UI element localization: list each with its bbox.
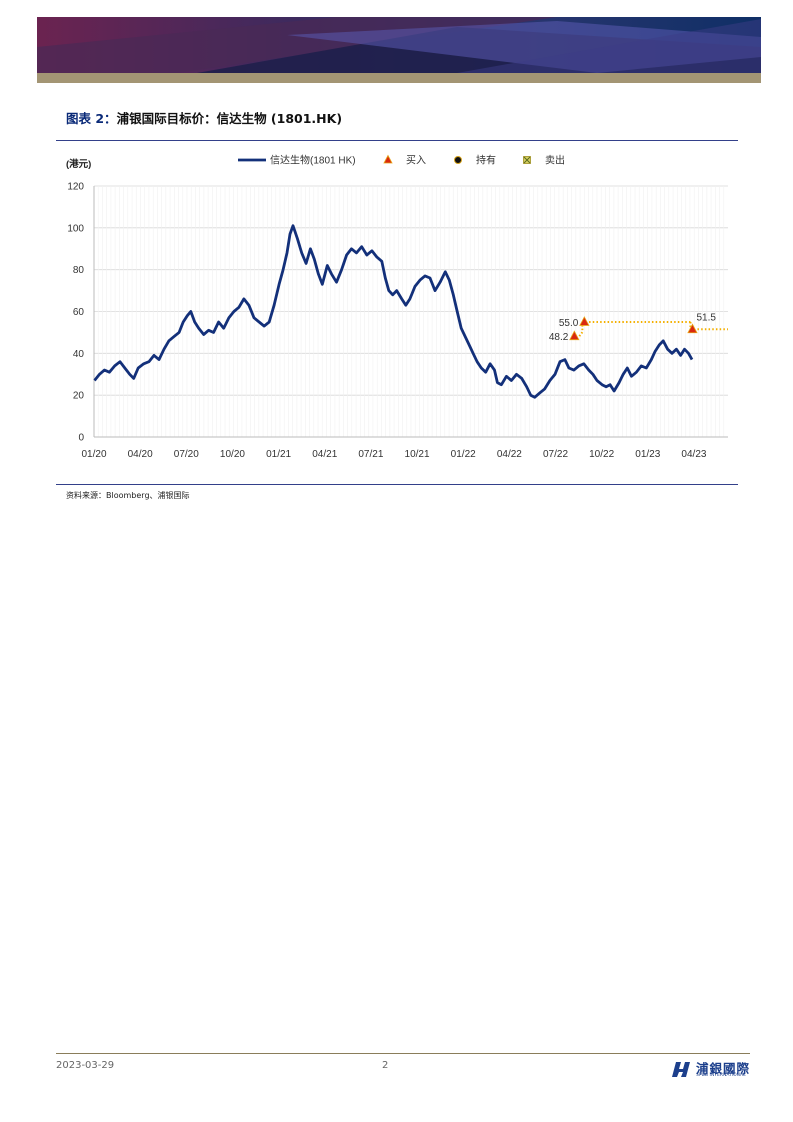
y-tick-label: 0 <box>78 433 84 444</box>
x-tick-label: 04/20 <box>128 449 153 460</box>
y-tick-label: 60 <box>73 307 85 318</box>
source-note: 资料来源：Bloomberg、浦银国际 <box>66 491 190 500</box>
title-rule <box>56 140 738 141</box>
x-tick-label: 01/23 <box>635 449 660 460</box>
x-tick-label: 07/20 <box>174 449 199 460</box>
header-banner <box>37 17 761 83</box>
series-line <box>93 224 694 399</box>
y-tick-label: 20 <box>73 391 85 402</box>
logo-text-cn: 浦銀國際 <box>696 1061 751 1076</box>
y-axis-label: (港元) <box>66 158 91 170</box>
logo-text-en: SPDB INTERNATIONAL <box>696 1073 746 1078</box>
logo-mark-icon <box>672 1062 690 1077</box>
y-tick-label: 100 <box>67 223 84 234</box>
x-tick-label: 10/20 <box>220 449 245 460</box>
x-tick-label: 01/22 <box>451 449 476 460</box>
page-number: 2 <box>382 1060 389 1071</box>
price-chart-svg: 0 20 40 60 80 100 120 01/20 04/20 07/20 10/20 01/21… <box>66 154 728 460</box>
x-tick-label: 01/21 <box>266 449 291 460</box>
legend-circle-icon <box>454 156 462 164</box>
footer-rule <box>56 1053 750 1054</box>
buy-target-marker <box>579 316 590 326</box>
price-label: 48.2 <box>549 332 569 343</box>
x-tick-label: 07/22 <box>543 449 568 460</box>
buy-marker <box>569 330 580 341</box>
y-tick-label: 40 <box>73 349 85 360</box>
figure-title: 图表 2：浦银国际目标价：信达生物 (1801.HK) <box>66 108 342 127</box>
legend-label: 卖出 <box>545 154 565 167</box>
legend-label: 买入 <box>406 155 426 167</box>
x-tick-label: 04/22 <box>497 449 522 460</box>
x-tick-label: 07/21 <box>358 449 383 460</box>
price-chart: 0 20 40 60 80 100 120 01/20 04/20 07/20 10/20 01/21… <box>56 148 738 478</box>
target-label-2: 51.5 <box>696 312 716 323</box>
legend-label: 持有 <box>476 154 496 167</box>
footer-date: 2023-03-29 <box>56 1060 115 1071</box>
figure-title-text: 浦银国际目标价：信达生物 (1801.HK) <box>116 111 343 126</box>
x-tick-label: 04/21 <box>312 449 337 460</box>
x-tick-label: 01/20 <box>81 449 106 460</box>
legend-label: 信达生物(1801 HK) <box>270 154 356 167</box>
legend-triangle-icon <box>383 154 393 164</box>
buy-marker-2 <box>687 323 698 334</box>
target-label: 55.0 <box>559 318 579 329</box>
legend-cross-mark <box>523 156 531 164</box>
y-tick-label: 120 <box>67 182 84 193</box>
target-step-line <box>578 321 587 337</box>
figure-label: 图表 2： <box>66 111 117 126</box>
banner-graphic <box>37 17 761 83</box>
x-tick-label: 10/22 <box>589 449 614 460</box>
x-tick-label: 10/21 <box>405 449 430 460</box>
source-rule <box>56 484 738 485</box>
company-logo: 浦銀國際 SPDB INTERNATIONAL <box>670 1058 750 1082</box>
y-tick-label: 80 <box>73 265 85 276</box>
x-tick-label: 04/23 <box>681 449 706 460</box>
